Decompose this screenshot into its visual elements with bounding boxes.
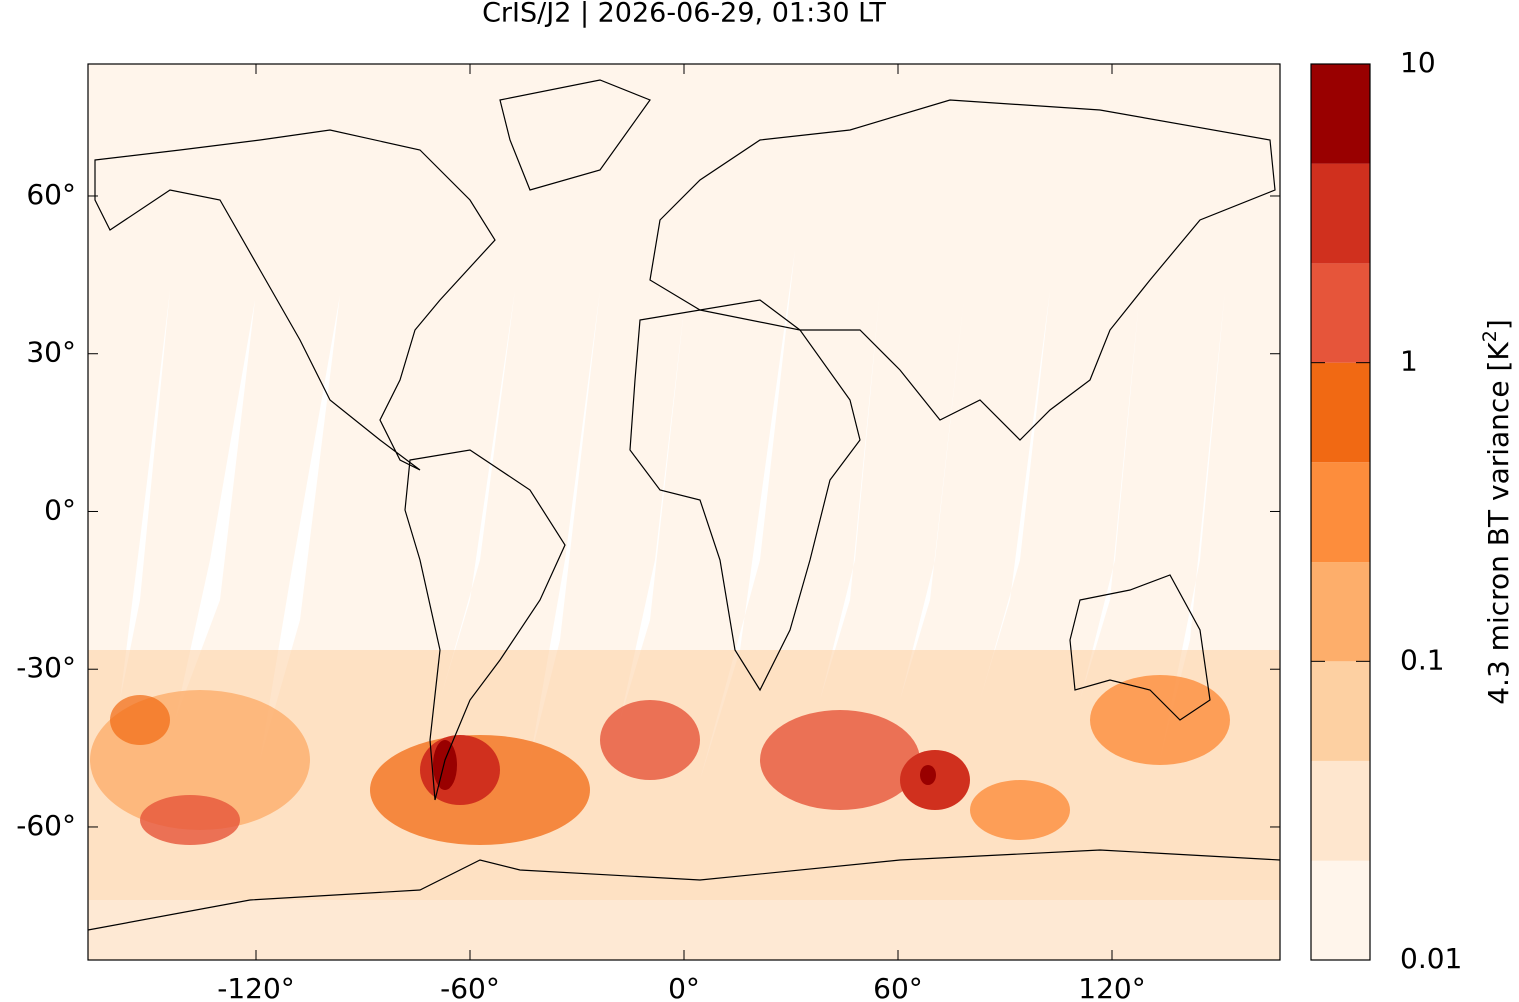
colorbar: 0.01 0.1 1 10 <box>1310 46 1462 975</box>
colorbar-band <box>1311 263 1370 363</box>
colorbar-tick-label: 0.01 <box>1400 942 1462 975</box>
colorbar-band <box>1311 64 1370 164</box>
colorbar-label-superscript: 2 <box>1479 330 1501 342</box>
x-tick-label: 120° <box>1078 972 1145 1002</box>
colorbar-band <box>1311 860 1370 960</box>
x-tick-label: 60° <box>873 972 923 1002</box>
colorbar-tick-label: 10 <box>1400 46 1436 79</box>
colorbar-band <box>1311 163 1370 264</box>
data-gaps <box>120 250 1225 780</box>
y-tick-label: 60° <box>26 178 76 211</box>
colorbar-band <box>1311 760 1370 861</box>
colorbar-band <box>1311 562 1370 662</box>
y-tick-label: -60° <box>16 809 76 842</box>
colorbar-band <box>1311 362 1370 463</box>
y-tick-label: -30° <box>16 651 76 684</box>
coastlines <box>87 79 1281 931</box>
chart-title: CrIS/J2 | 2026-06-29, 01:30 LT <box>482 0 886 29</box>
x-tick-label: -60° <box>440 972 500 1002</box>
y-tick-label: 30° <box>26 336 76 369</box>
x-tick-label: -120° <box>217 972 295 1002</box>
y-tick-label: 0° <box>44 493 76 526</box>
colorbar-label: 4.3 micron BT variance [K2] <box>1479 319 1516 705</box>
colorbar-label-suffix: ] <box>1482 319 1515 330</box>
colorbar-band <box>1311 462 1370 563</box>
colorbar-tick-label: 0.1 <box>1400 643 1445 676</box>
colorbar-tick-label: 1 <box>1400 345 1418 378</box>
colorbar-band <box>1311 661 1370 761</box>
colorbar-frame <box>1310 63 1371 961</box>
x-tick-label: 0° <box>668 972 700 1002</box>
variance-pattern <box>88 650 1280 960</box>
map-field <box>87 63 1281 961</box>
colorbar-label-text: 4.3 micron BT variance [K <box>1482 342 1515 705</box>
